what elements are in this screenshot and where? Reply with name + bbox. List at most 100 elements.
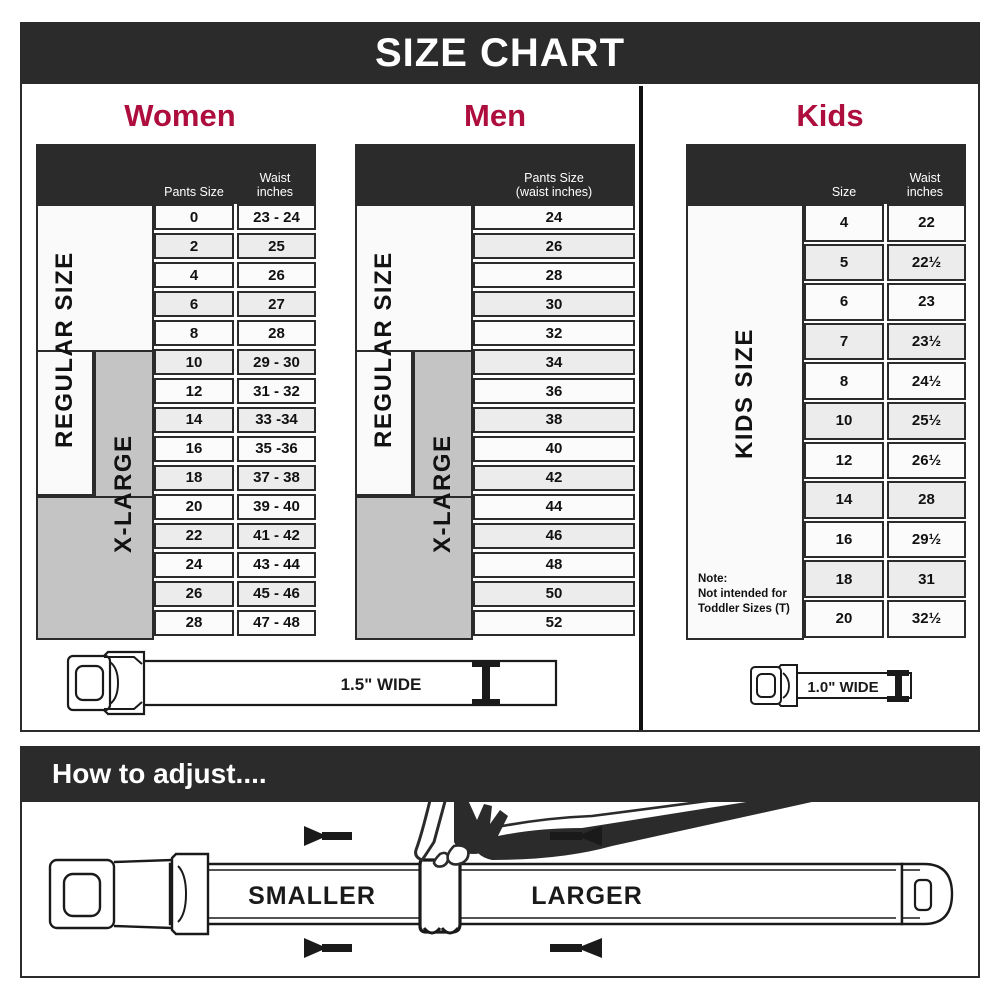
women-size-table: Pants Size Waist inches REGULAR SIZE X-L… [36,144,316,644]
belt-10-svg: 1.0" WIDE [750,664,912,707]
table-row: 18 37 - 38 [154,464,316,492]
how-to-adjust-bar: How to adjust.... [20,746,980,802]
kids-size-table: Size Waist inches KIDS SIZE Note: Not in… [686,144,966,644]
kids-size-label: KIDS SIZE [731,328,758,460]
women-men-belt-diagram: 1.5" WIDE [36,648,636,728]
women-waist-cell: 47 - 48 [237,609,316,636]
table-row: 42 [473,464,635,492]
kids-waist-cell: 23 [887,283,966,321]
table-row: 22 41 - 42 [154,522,316,550]
table-row: 12 26½ [804,441,966,480]
table-row: 30 [473,290,635,318]
table-row: 8 28 [154,319,316,347]
women-size-cell: 28 [154,609,234,636]
kids-size-cell: 4 [804,204,884,242]
women-xlarge-band-outer [36,496,154,640]
women-size-cell: 0 [154,204,234,231]
men-size-cell: 38 [473,406,635,434]
women-waist-cell: 45 - 46 [237,580,316,607]
men-size-cell: 40 [473,435,635,463]
women-header-waist: Waist inches [256,171,294,199]
table-row: 40 [473,435,635,463]
kids-table-header: Size Waist inches [686,144,966,204]
kids-rows-container: 4 22 5 22½ 6 23 7 23½ 8 24½ 10 25½ 12 26½ 14 28 16 29½ 18 3… [804,204,966,640]
women-belt-width-label: 1.5" WIDE [341,675,422,694]
kids-header-size: Size [831,185,857,199]
women-waist-cell: 26 [237,261,316,289]
kids-waist-cell: 31 [887,560,966,598]
table-row: 50 [473,580,635,607]
adjust-illustration-svg: SMALLER LARGER [48,802,954,958]
women-size-cell: 26 [154,580,234,607]
section-heading-women: Women [124,98,236,133]
table-row: 28 [473,261,635,289]
women-waist-cell: 43 - 44 [237,551,316,578]
kids-waist-cell: 22 [887,204,966,242]
women-rows-container: 0 23 - 24 2 25 4 26 6 27 8 28 10 29 - 30 12 31 - 32 14… [154,204,316,639]
women-header-pants-size: Pants Size [164,185,224,199]
kids-header-waist: Waist inches [906,171,944,199]
table-row: 6 23 [804,283,966,321]
table-row: 14 28 [804,481,966,519]
arrow-left-bottom [304,938,352,958]
women-size-cell: 2 [154,232,234,260]
kids-size-cell: 6 [804,283,884,321]
women-regular-band-top [36,204,154,352]
table-row: 28 47 - 48 [154,609,316,636]
women-waist-cell: 35 -36 [237,435,316,463]
table-row: 10 29 - 30 [154,348,316,376]
kids-size-cell: 12 [804,441,884,480]
women-waist-cell: 28 [237,319,316,347]
table-row: 16 35 -36 [154,435,316,463]
kids-size-cell: 10 [804,401,884,440]
table-row: 36 [473,377,635,405]
kids-waist-cell: 22½ [887,243,966,282]
kids-waist-cell: 32½ [887,599,966,638]
table-row: 6 27 [154,290,316,318]
women-size-cell: 8 [154,319,234,347]
kids-size-cell: 5 [804,243,884,282]
kids-size-cell: 20 [804,599,884,638]
women-size-cell: 20 [154,493,234,521]
table-row: 10 25½ [804,401,966,440]
kids-size-cell: 14 [804,481,884,519]
women-waist-cell: 23 - 24 [237,204,316,231]
kids-waist-cell: 23½ [887,322,966,361]
women-size-cell: 10 [154,348,234,376]
arrow-right-bottom [550,938,602,958]
men-size-cell: 48 [473,551,635,578]
kids-side-band [686,204,804,640]
men-size-cell: 36 [473,377,635,405]
men-regular-size-label: REGULAR SIZE [370,251,397,449]
women-waist-cell: 29 - 30 [237,348,316,376]
table-row: 16 29½ [804,520,966,559]
table-row: 26 [473,232,635,260]
women-size-cell: 14 [154,406,234,434]
table-row: 0 23 - 24 [154,204,316,231]
women-size-cell: 6 [154,290,234,318]
table-row: 24 [473,204,635,231]
women-waist-cell: 31 - 32 [237,377,316,405]
men-size-cell: 32 [473,319,635,347]
table-row: 4 22 [804,204,966,242]
women-waist-cell: 33 -34 [237,406,316,434]
men-header-pants-size: Pants Size (waist inches) [515,171,593,199]
table-row: 48 [473,551,635,578]
table-row: 12 31 - 32 [154,377,316,405]
men-size-table: Pants Size (waist inches) REGULAR SIZE X… [355,144,635,644]
men-size-cell: 44 [473,493,635,521]
women-size-cell: 22 [154,522,234,550]
men-size-cell: 50 [473,580,635,607]
men-size-cell: 46 [473,522,635,550]
men-size-cell: 26 [473,232,635,260]
belt-15-svg: 1.5" WIDE [66,650,558,716]
table-row: 7 23½ [804,322,966,361]
kids-size-cell: 16 [804,520,884,559]
men-regular-band-top [355,204,473,352]
how-to-adjust-panel: SMALLER LARGER [20,802,980,978]
larger-label: LARGER [531,882,643,910]
women-waist-cell: 37 - 38 [237,464,316,492]
women-waist-cell: 27 [237,290,316,318]
table-row: 26 45 - 46 [154,580,316,607]
table-row: 14 33 -34 [154,406,316,434]
